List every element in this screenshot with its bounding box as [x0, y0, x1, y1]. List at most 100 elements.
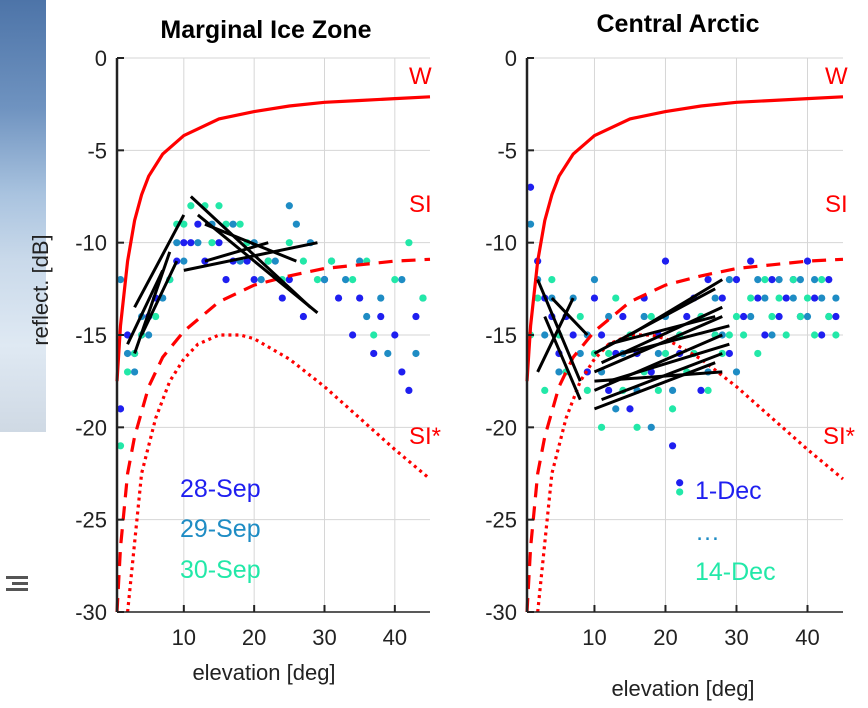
data-point-series-3	[327, 257, 336, 265]
data-point-series-2	[590, 276, 599, 284]
data-point-series-2	[384, 349, 392, 358]
data-point-series-3	[349, 276, 357, 284]
y-tick-label: -15	[485, 323, 517, 348]
data-point-series-2	[555, 368, 563, 376]
data-point-series-3	[676, 488, 684, 496]
model-curve-w	[525, 95, 844, 382]
data-point-series-2	[711, 294, 719, 302]
fit-line	[594, 370, 723, 383]
fit-line	[204, 241, 269, 263]
data-point-series-3	[796, 312, 804, 321]
panel-2-title: Central Arctic	[596, 10, 759, 38]
data-point-series-1	[370, 349, 378, 358]
data-point-series-1	[215, 239, 223, 247]
data-point-series-1	[775, 312, 783, 321]
data-point-series-3	[597, 423, 606, 431]
panel-2-legend-1: 1-Dec	[695, 477, 762, 505]
y-tick-label: -15	[75, 323, 107, 348]
data-point-series-3	[818, 276, 826, 284]
panel-1-xlabel: elevation [deg]	[192, 660, 335, 685]
fit-line	[126, 269, 165, 345]
data-point-series-2	[640, 312, 648, 321]
data-point-series-2	[612, 405, 620, 413]
fit-line	[593, 333, 723, 392]
data-point-series-3	[405, 239, 413, 247]
data-point-series-3	[825, 312, 833, 321]
data-point-series-3	[391, 276, 399, 284]
data-point-series-3	[583, 386, 591, 394]
data-point-series-1	[661, 257, 670, 265]
data-point-series-1	[668, 442, 677, 450]
data-point-series-1	[194, 220, 202, 228]
data-point-series-1	[725, 349, 733, 358]
panel-1-plot: 0 -5 -10 -15 -20 -25 -30 10 20 30 40	[75, 46, 432, 650]
panel-1-legend-2: 29-Sep	[180, 515, 261, 543]
fit-line	[543, 315, 582, 401]
data-point-series-3	[236, 220, 244, 228]
fit-line	[600, 305, 723, 365]
model-curve-sistar	[536, 333, 845, 613]
data-point-series-3	[264, 257, 272, 265]
x-tick-label: 40	[383, 625, 407, 650]
data-point-series-1	[526, 183, 535, 191]
data-point-series-3	[548, 276, 556, 284]
data-point-series-2	[747, 312, 755, 321]
data-point-series-2	[541, 331, 549, 339]
data-point-series-1	[278, 294, 286, 302]
fit-line	[196, 213, 319, 315]
data-point-series-2	[605, 312, 613, 321]
y-tick-label: -10	[75, 231, 107, 256]
data-point-series-3	[215, 202, 223, 210]
fit-line	[183, 241, 318, 272]
data-point-series-2	[377, 294, 385, 302]
data-point-series-1	[398, 368, 406, 376]
data-point-series-3	[285, 239, 293, 247]
data-point-series-2	[292, 220, 300, 228]
panel-2-legend-3: 14-Dec	[695, 558, 776, 586]
fit-line	[204, 222, 297, 263]
data-point-series-2	[768, 331, 776, 339]
data-point-series-3	[647, 312, 655, 321]
data-point-series-3	[576, 312, 584, 321]
data-point-series-2	[285, 202, 293, 210]
data-point-series-1	[718, 294, 726, 302]
panel-2-label-sistar: SI*	[823, 423, 855, 450]
fit-line	[629, 278, 724, 337]
data-point-series-1	[832, 312, 840, 321]
data-point-series-2	[356, 257, 364, 265]
data-point-series-1	[747, 257, 755, 265]
data-point-series-1	[739, 312, 748, 321]
y-tick-label: -5	[497, 138, 517, 163]
data-point-series-3	[832, 331, 840, 339]
y-tick-label: 0	[505, 46, 517, 71]
model-curve-si	[115, 257, 431, 613]
data-point-series-1	[676, 479, 684, 487]
data-point-series-3	[668, 405, 677, 413]
data-point-series-3	[661, 349, 670, 358]
data-point-series-2	[145, 331, 153, 339]
panel-2-plot: 0 -5 -10 -15 -20 -25 -30 10 20 30 40	[485, 46, 845, 650]
data-point-series-1	[243, 257, 251, 265]
data-point-series-3	[704, 386, 712, 394]
data-point-series-3	[754, 349, 762, 358]
data-point-series-3	[313, 276, 322, 284]
data-point-series-1	[569, 331, 577, 339]
data-point-series-1	[590, 294, 599, 302]
x-tick-label: 20	[653, 625, 677, 650]
data-point-series-1	[187, 239, 195, 247]
panel-1-title: Marginal Ice Zone	[160, 16, 371, 44]
data-point-series-2	[526, 220, 535, 228]
data-point-series-3	[633, 423, 641, 431]
fit-line	[608, 342, 730, 383]
fit-line	[608, 315, 716, 346]
data-point-series-2	[796, 276, 804, 284]
data-point-series-3	[180, 220, 188, 228]
data-point-series-3	[208, 239, 216, 247]
data-point-series-3	[782, 331, 790, 339]
data-point-series-1	[123, 331, 132, 339]
y-tick-label: -25	[485, 508, 517, 533]
panel-2-label-si: SI	[825, 191, 848, 218]
data-point-series-2	[363, 312, 371, 321]
fit-line	[140, 260, 179, 336]
panel-2-legend-2: …	[695, 518, 720, 546]
